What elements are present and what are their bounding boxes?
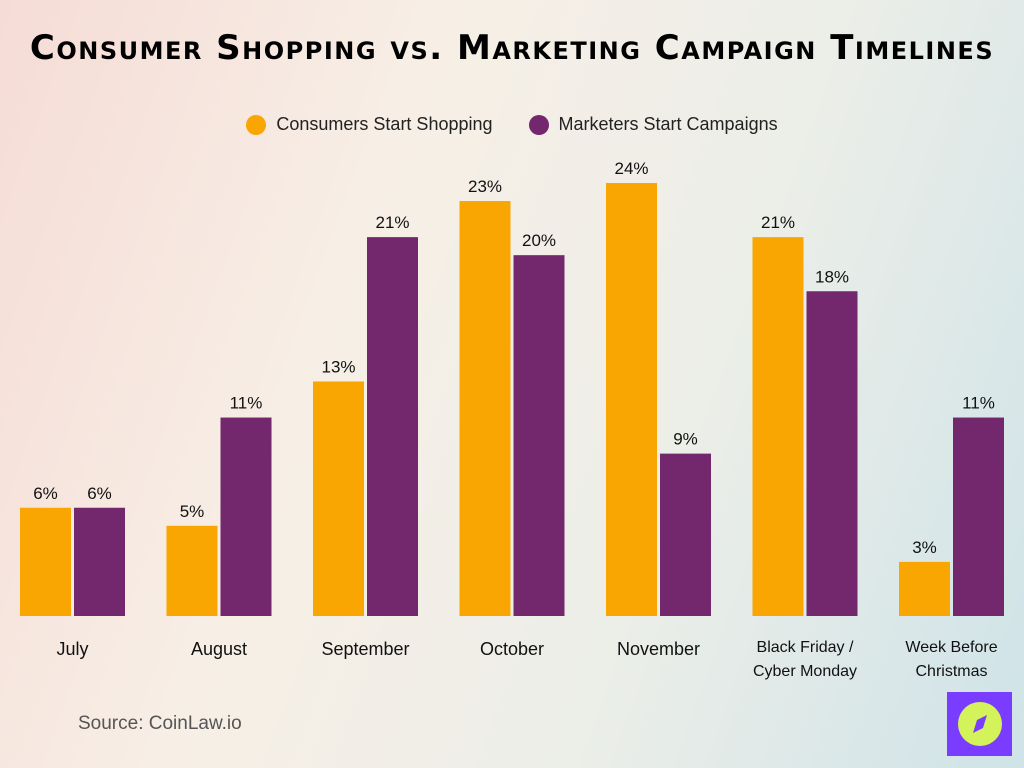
x-tick-label: August	[191, 639, 247, 659]
data-label: 24%	[614, 159, 648, 178]
bar	[459, 201, 511, 616]
legend-item-consumers: Consumers Start Shopping	[246, 114, 493, 135]
bar	[220, 417, 272, 616]
legend-label-consumers: Consumers Start Shopping	[276, 114, 493, 134]
data-label: 13%	[321, 357, 355, 376]
bar	[367, 237, 418, 616]
data-label: 23%	[468, 177, 502, 196]
x-tick-label: Black Friday /	[757, 639, 854, 656]
bar	[752, 237, 804, 616]
legend-swatch-consumers	[246, 114, 267, 135]
logo	[947, 692, 1012, 756]
data-label: 18%	[815, 267, 849, 286]
bar	[606, 183, 657, 616]
chart-title: Consumer Shopping vs. Marketing Campaign…	[29, 28, 995, 68]
data-label: 11%	[962, 394, 995, 413]
bar	[899, 561, 950, 616]
data-label: 3%	[912, 538, 937, 557]
data-label: 5%	[180, 502, 205, 521]
bar	[20, 507, 71, 616]
x-tick-label: October	[480, 639, 544, 659]
data-label: 6%	[33, 484, 58, 503]
data-label: 21%	[375, 213, 409, 232]
source-note: Source: CoinLaw.io	[78, 713, 242, 734]
data-label: 9%	[673, 430, 698, 449]
legend-item-marketers: Marketers Start Campaigns	[528, 114, 778, 135]
bar	[166, 525, 218, 616]
x-tick-label: September	[321, 639, 409, 659]
x-tick-label: Week Before	[905, 639, 997, 656]
x-tick-label: Christmas	[915, 663, 987, 680]
bar	[74, 507, 125, 616]
x-tick-label: July	[56, 639, 88, 659]
data-label: 21%	[761, 213, 795, 232]
legend-swatch-marketers	[528, 114, 549, 135]
bar	[313, 381, 364, 616]
compass-icon	[958, 702, 1002, 746]
bar	[806, 291, 858, 616]
x-tick-label: Cyber Monday	[753, 663, 857, 680]
data-label: 20%	[522, 231, 556, 250]
x-tick-label: November	[617, 639, 700, 659]
bar	[953, 417, 1004, 616]
data-label: 6%	[87, 484, 112, 503]
bar	[660, 453, 711, 616]
legend: Consumers Start Shopping Marketers Start…	[0, 114, 1024, 135]
bar	[513, 255, 565, 616]
data-label: 11%	[230, 394, 263, 413]
legend-label-marketers: Marketers Start Campaigns	[558, 114, 778, 134]
